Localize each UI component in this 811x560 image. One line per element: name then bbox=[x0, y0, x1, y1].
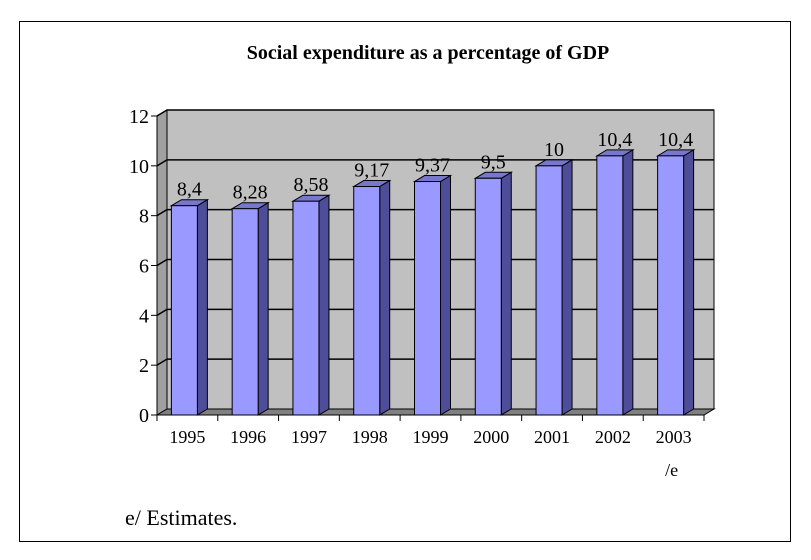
x-tick-label: 2002 bbox=[595, 427, 631, 447]
data-label: 10,4 bbox=[658, 129, 693, 151]
x-tick-label: 1997 bbox=[291, 427, 327, 447]
gridline bbox=[156, 358, 714, 366]
gridline bbox=[156, 258, 714, 267]
bar-front bbox=[596, 155, 624, 416]
x-tick-label: 1999 bbox=[413, 427, 449, 447]
bar-front bbox=[231, 208, 259, 416]
y-tick-label: 4 bbox=[139, 305, 149, 327]
y-tick-label: 12 bbox=[129, 106, 149, 128]
bar-chart: Social expenditure as a percentage of GD… bbox=[129, 42, 716, 480]
data-label: 10,4 bbox=[597, 129, 632, 151]
bar bbox=[473, 171, 514, 416]
bar bbox=[655, 148, 696, 416]
chart-title: Social expenditure as a percentage of GD… bbox=[247, 42, 610, 64]
x-tick-label: 1995 bbox=[169, 427, 205, 447]
data-label: 9,37 bbox=[415, 155, 450, 177]
y-tick-label: 10 bbox=[129, 156, 149, 178]
bar bbox=[595, 148, 635, 416]
bar bbox=[230, 201, 270, 416]
bar-side bbox=[440, 174, 451, 416]
bar-front bbox=[474, 177, 502, 416]
bar-front bbox=[414, 181, 441, 416]
bar-side bbox=[622, 148, 634, 416]
bar-side bbox=[500, 171, 512, 416]
bar-front bbox=[353, 186, 381, 416]
bar-side bbox=[318, 194, 330, 416]
gridline bbox=[156, 308, 714, 316]
bar bbox=[534, 158, 574, 416]
data-label: 8,58 bbox=[293, 174, 328, 196]
bar-front bbox=[535, 165, 563, 416]
bar-front bbox=[292, 200, 320, 416]
x-tick-label-suffix: /e bbox=[665, 460, 678, 480]
data-label: 9,5 bbox=[481, 151, 506, 173]
bar-side bbox=[257, 201, 269, 416]
bar-front bbox=[170, 205, 198, 416]
x-tick-label: 2003 bbox=[656, 427, 692, 447]
chart-frame: Social expenditure as a percentage of GD… bbox=[19, 21, 791, 542]
gridline bbox=[156, 159, 714, 167]
gridline bbox=[156, 208, 714, 217]
bar-side bbox=[196, 198, 208, 416]
bar-side bbox=[379, 179, 391, 416]
y-tick-label: 6 bbox=[139, 256, 149, 278]
data-label: 9,17 bbox=[354, 160, 389, 182]
bar bbox=[291, 194, 331, 416]
x-tick-label: 1998 bbox=[352, 427, 388, 447]
x-tick-label: 1996 bbox=[230, 427, 266, 447]
bar-front bbox=[657, 155, 685, 416]
x-tick-label: 2001 bbox=[534, 427, 570, 447]
data-label: 8,28 bbox=[233, 182, 268, 204]
y-tick-label: 2 bbox=[139, 355, 149, 377]
y-tick-label: 0 bbox=[139, 405, 149, 427]
y-tick-label: 8 bbox=[139, 206, 149, 228]
bar-side bbox=[561, 158, 573, 416]
bar-side bbox=[683, 148, 695, 416]
bar bbox=[412, 174, 453, 416]
data-label: 8,4 bbox=[177, 179, 202, 201]
footnote: e/ Estimates. bbox=[125, 505, 238, 530]
bar bbox=[351, 179, 392, 416]
x-tick-label: 2000 bbox=[473, 427, 509, 447]
bar bbox=[169, 198, 210, 416]
data-label: 10 bbox=[544, 139, 564, 161]
gridline bbox=[156, 109, 714, 117]
